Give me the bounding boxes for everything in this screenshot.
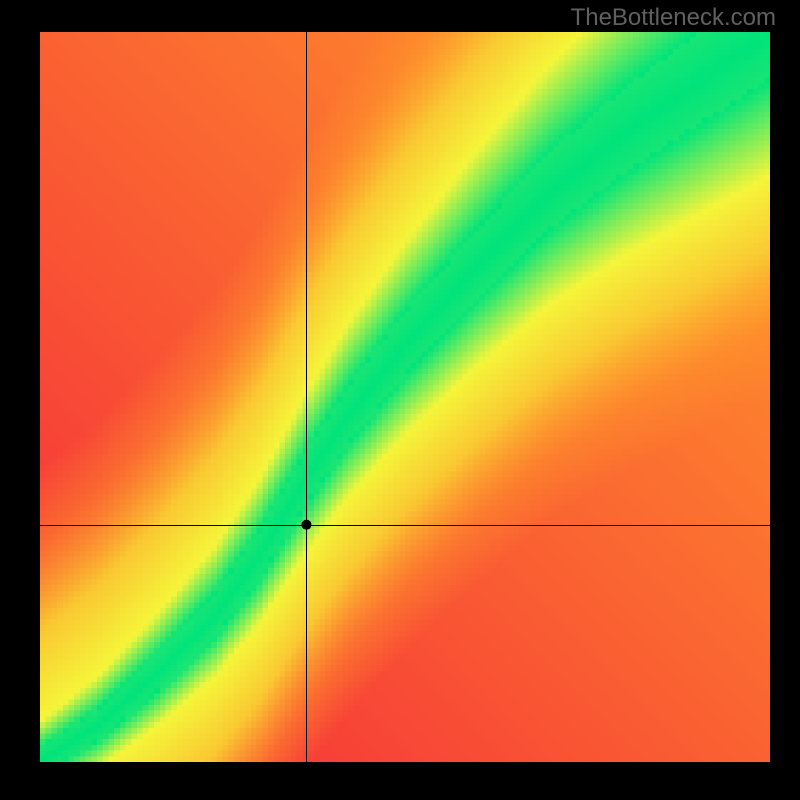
crosshair-overlay <box>40 32 770 762</box>
watermark-text: TheBottleneck.com <box>571 4 776 32</box>
chart-frame: { "watermark": { "text": "TheBottleneck.… <box>0 0 800 800</box>
